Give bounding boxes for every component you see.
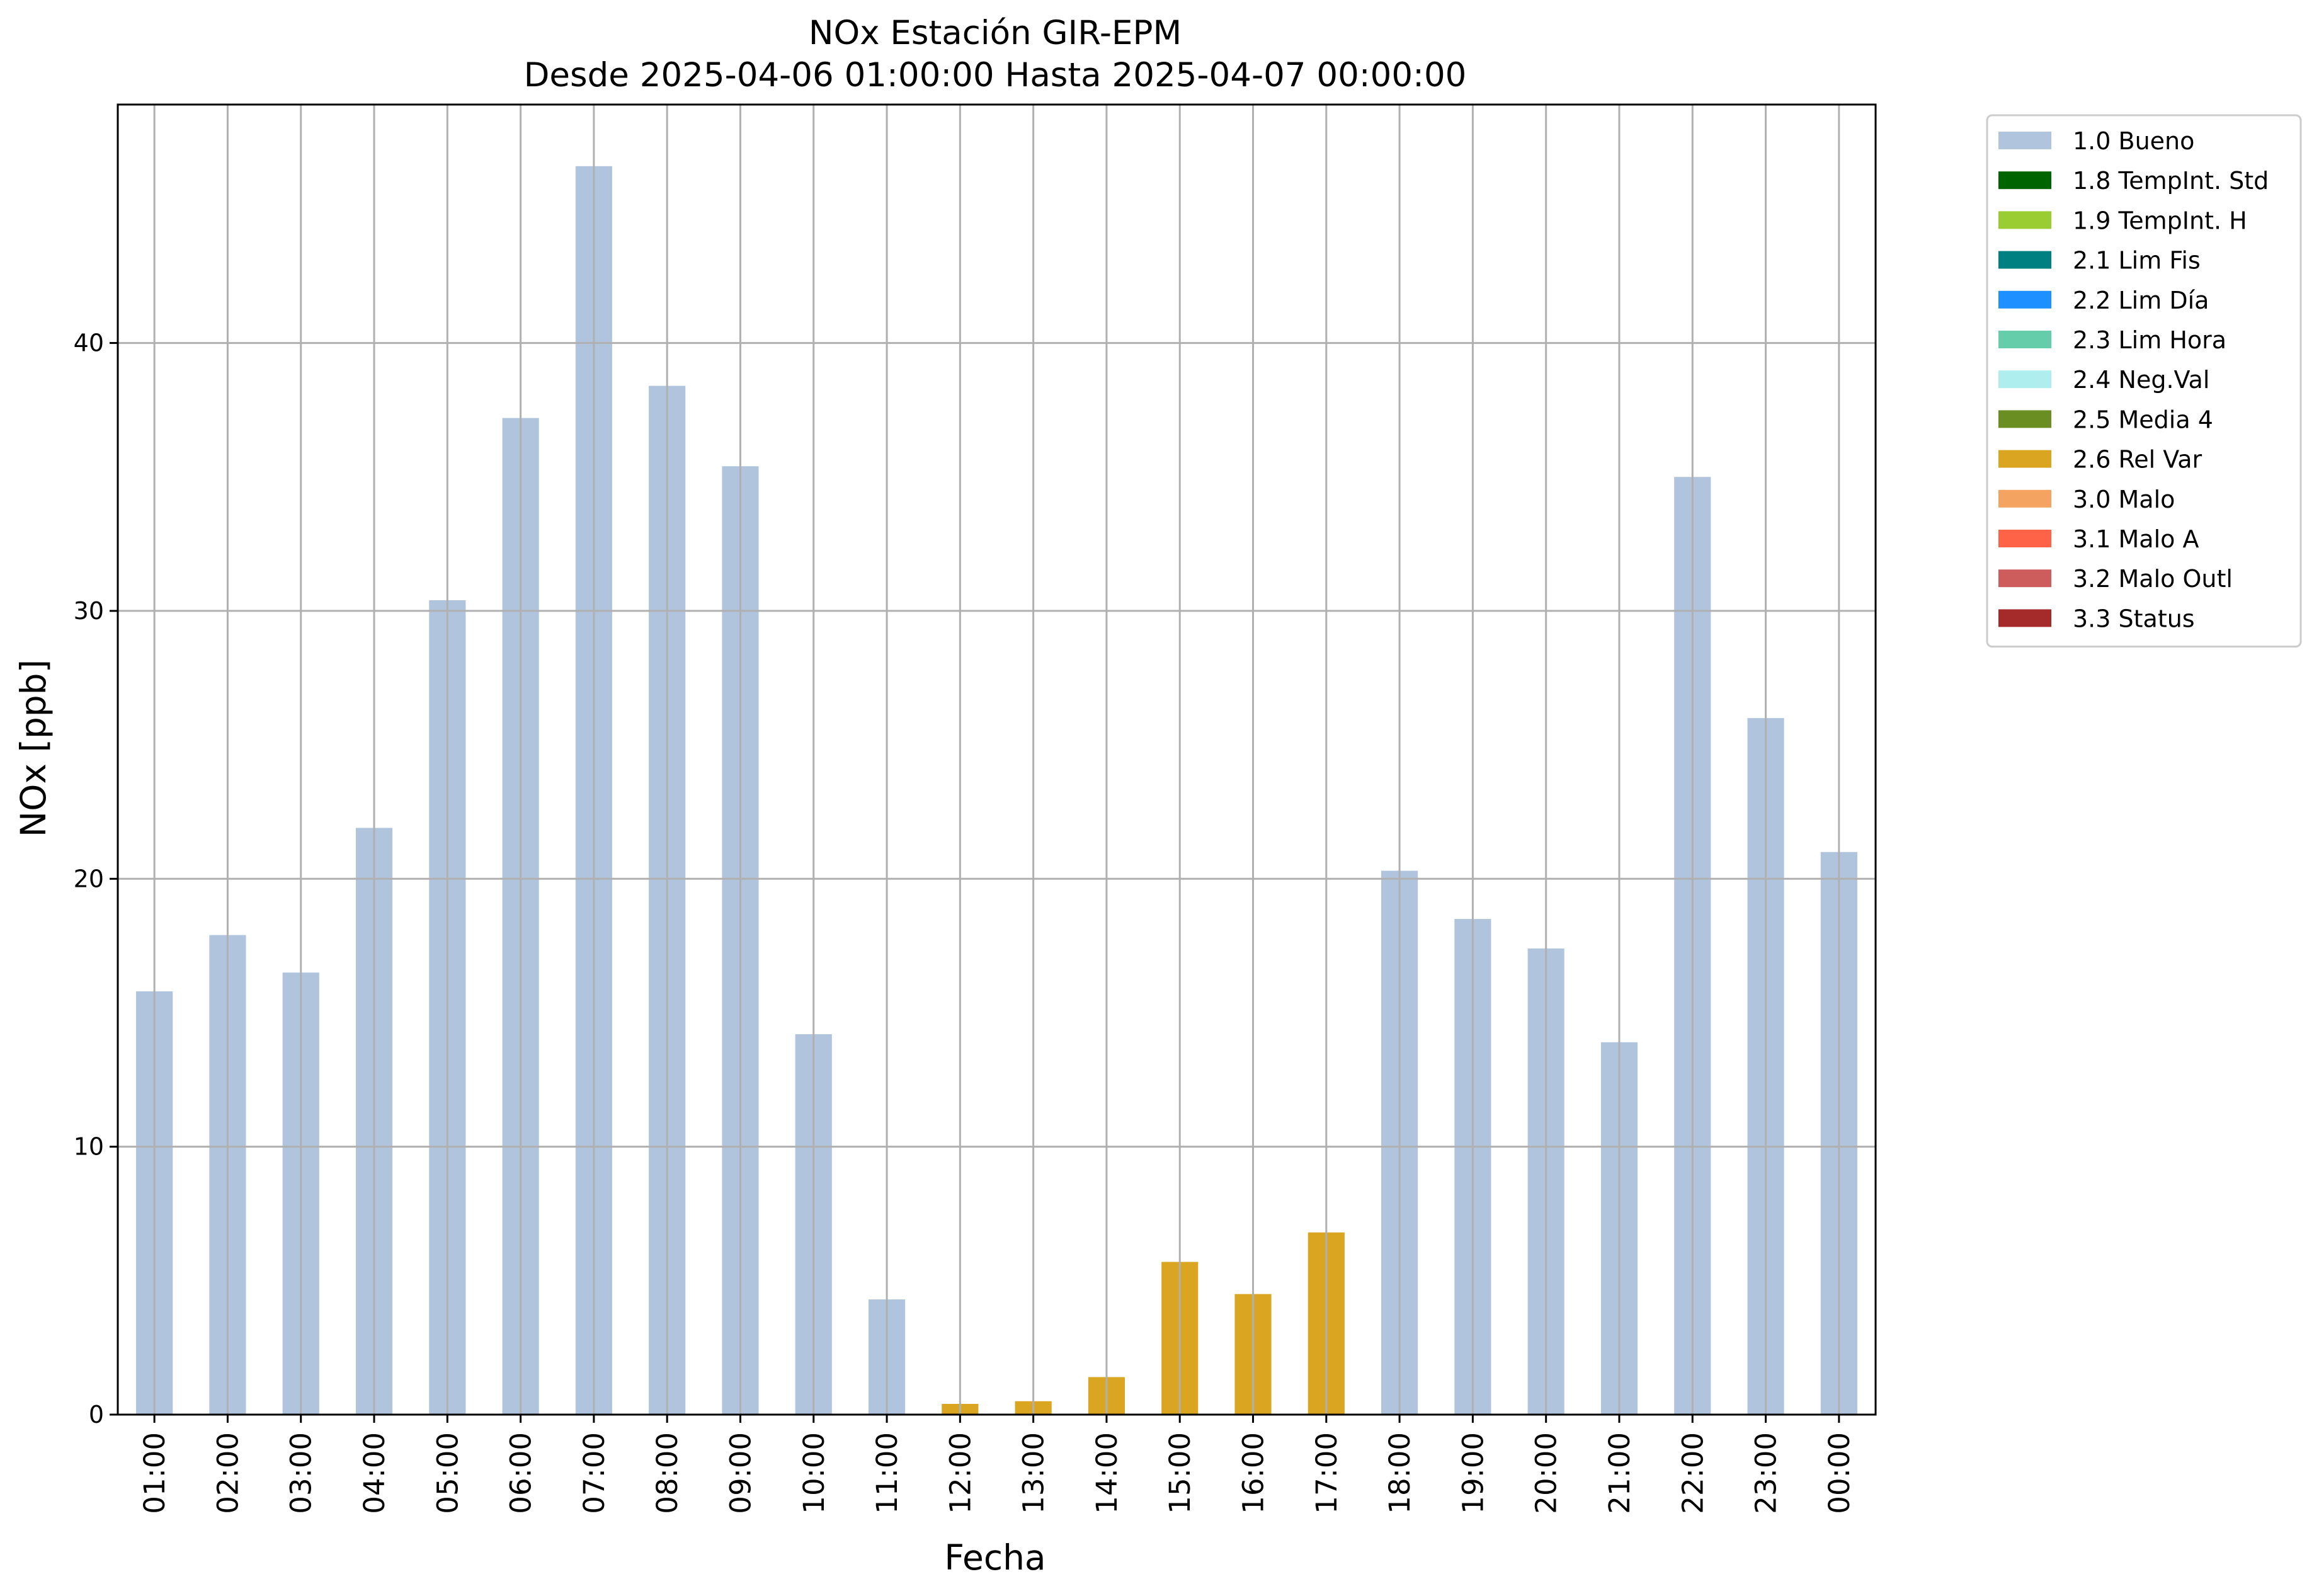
x-tick-label: 03:00: [285, 1432, 318, 1514]
legend-label: 3.0 Malo: [2073, 486, 2175, 513]
x-tick-label: 23:00: [1750, 1432, 1783, 1514]
legend-label: 3.2 Malo Outl: [2073, 565, 2233, 593]
x-tick-label: 10:00: [797, 1432, 831, 1514]
legend-swatch: [1998, 171, 2051, 190]
legend-swatch: [1998, 489, 2051, 508]
x-tick-label: 18:00: [1383, 1432, 1416, 1514]
y-tick-label: 20: [74, 865, 104, 892]
x-tick-label: 05:00: [431, 1432, 464, 1514]
x-tick-label: 19:00: [1456, 1432, 1490, 1514]
legend-label: 1.8 TempInt. Std: [2073, 167, 2269, 195]
x-tick-label: 01:00: [138, 1432, 171, 1514]
chart-title-line2: Desde 2025-04-06 01:00:00 Hasta 2025-04-…: [524, 56, 1467, 94]
plot-area: 0 10 20 30 40 01:00 02:00 03:00 04:00 05:00 06:00 0…: [74, 103, 1877, 1514]
legend-swatch: [1998, 410, 2051, 428]
y-tick-label: 0: [89, 1401, 104, 1428]
legend-label: 2.5 Media 4: [2073, 406, 2213, 433]
legend: 1.0 Bueno 1.8 TempInt. Std 1.9 TempInt. H 2…: [1986, 114, 2302, 648]
legend-swatch: [1998, 530, 2051, 547]
y-tick-label: 40: [74, 329, 104, 357]
legend-swatch: [1998, 450, 2051, 468]
x-tick-label: 13:00: [1017, 1432, 1051, 1514]
x-axis-label: Fecha: [944, 1537, 1046, 1578]
legend-swatch: [1998, 569, 2051, 588]
legend-frame: [1986, 114, 2302, 648]
x-tick-label: 22:00: [1676, 1432, 1709, 1514]
x-tick-label: 14:00: [1090, 1432, 1124, 1514]
legend-swatch: [1998, 370, 2051, 389]
x-tick-label: 20:00: [1530, 1432, 1563, 1514]
x-tick-label: 21:00: [1603, 1432, 1636, 1514]
y-tick-label: 30: [74, 597, 104, 625]
legend-swatch: [1998, 609, 2051, 627]
legend-label: 2.6 Rel Var: [2073, 446, 2202, 474]
legend-label: 3.3 Status: [2073, 605, 2195, 632]
x-tick-label: 16:00: [1237, 1432, 1270, 1514]
x-tick-label: 17:00: [1310, 1432, 1343, 1514]
x-tick-label: 07:00: [578, 1432, 611, 1514]
legend-label: 2.2 Lim Día: [2073, 287, 2209, 314]
legend-swatch: [1998, 251, 2051, 269]
x-tick-label: 08:00: [651, 1432, 684, 1514]
y-axis-label: NOx [ppb]: [13, 659, 54, 837]
legend-label: 1.0 Bueno: [2073, 127, 2194, 155]
x-tick-label: 00:00: [1823, 1432, 1856, 1514]
legend-swatch: [1998, 132, 2051, 149]
x-tick-label: 02:00: [211, 1432, 244, 1514]
x-tick-label: 11:00: [870, 1432, 904, 1514]
x-tick-label: 06:00: [504, 1432, 538, 1514]
legend-swatch: [1998, 211, 2051, 229]
x-tick-label: 09:00: [724, 1432, 757, 1514]
legend-label: 1.9 TempInt. H: [2073, 207, 2247, 234]
x-tick-label: 15:00: [1163, 1432, 1197, 1514]
legend-label: 2.3 Lim Hora: [2073, 326, 2226, 354]
legend-swatch: [1998, 331, 2051, 348]
x-tick-label: 12:00: [943, 1432, 977, 1514]
legend-label: 2.1 Lim Fis: [2073, 247, 2201, 275]
legend-swatch: [1998, 290, 2051, 309]
plot-frame: [117, 103, 1877, 1416]
legend-label: 2.4 Neg.Val: [2073, 366, 2209, 394]
chart-title-line1: NOx Estación GIR-EPM: [809, 14, 1182, 52]
x-tick-label: 04:00: [358, 1432, 391, 1514]
y-tick-label: 10: [74, 1133, 104, 1161]
legend-label: 3.1 Malo A: [2073, 525, 2199, 553]
